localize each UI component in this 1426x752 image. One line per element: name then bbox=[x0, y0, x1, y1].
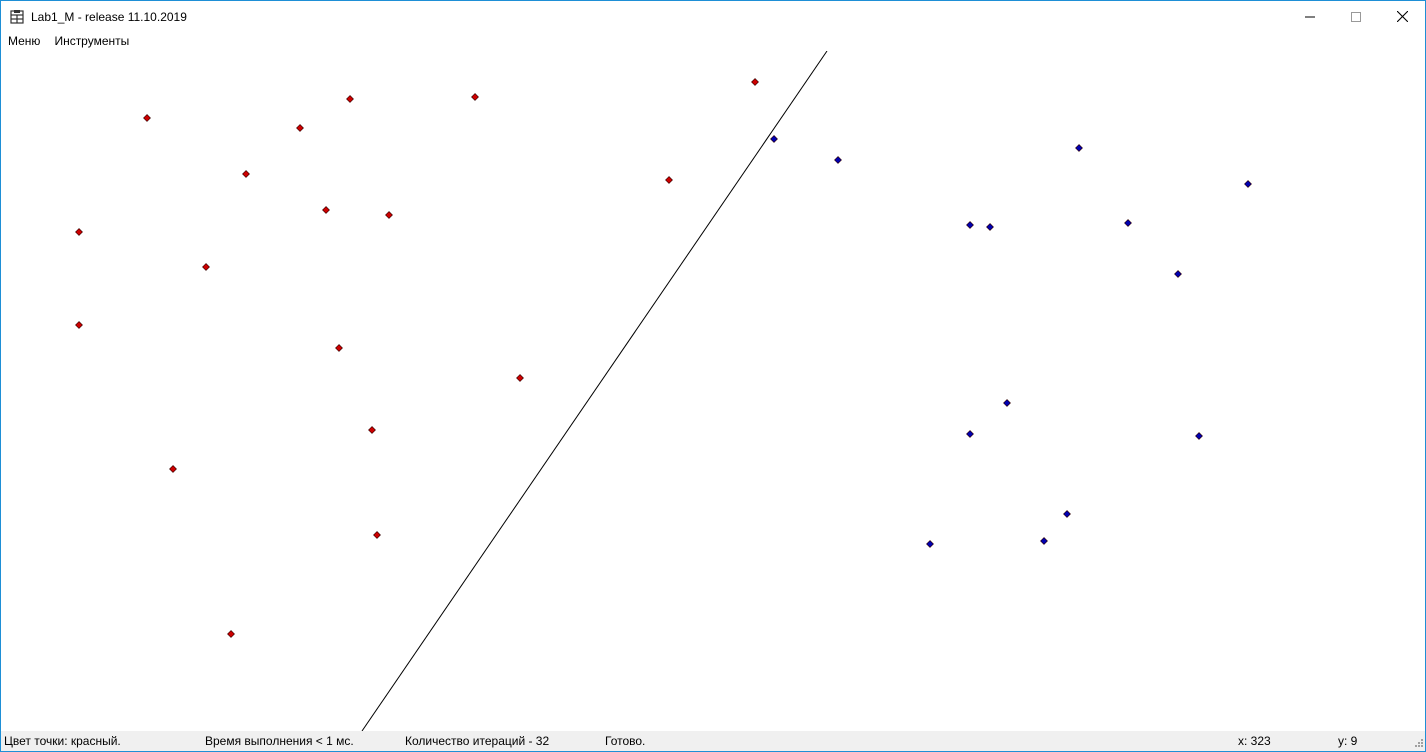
red-point bbox=[297, 125, 304, 132]
red-point bbox=[374, 532, 381, 539]
status-y-coord: y: 9 bbox=[1338, 734, 1357, 748]
blue-point bbox=[1175, 271, 1182, 278]
red-point bbox=[76, 229, 83, 236]
blue-point bbox=[967, 222, 974, 229]
red-point bbox=[752, 79, 759, 86]
separator-line bbox=[362, 51, 827, 731]
blue-point bbox=[987, 224, 994, 231]
red-point bbox=[203, 264, 210, 271]
red-point bbox=[323, 207, 330, 214]
red-point bbox=[76, 322, 83, 329]
menu-bar: Меню Инструменты bbox=[1, 32, 1425, 52]
blue-point bbox=[1125, 220, 1132, 227]
red-point bbox=[472, 94, 479, 101]
blue-point bbox=[927, 541, 934, 548]
blue-point bbox=[1245, 181, 1252, 188]
window-title: Lab1_M - release 11.10.2019 bbox=[31, 10, 187, 24]
red-point bbox=[243, 171, 250, 178]
blue-point bbox=[967, 431, 974, 438]
red-point bbox=[666, 177, 673, 184]
resize-grip-icon[interactable] bbox=[1412, 738, 1424, 750]
blue-point bbox=[1196, 433, 1203, 440]
app-grid-icon[interactable] bbox=[10, 10, 24, 24]
close-icon bbox=[1397, 11, 1408, 22]
close-button[interactable] bbox=[1379, 1, 1425, 32]
drawing-canvas[interactable] bbox=[1, 51, 1425, 731]
red-point bbox=[228, 631, 235, 638]
window-controls bbox=[1287, 1, 1425, 32]
minimize-icon bbox=[1305, 12, 1315, 22]
blue-point bbox=[1076, 145, 1083, 152]
blue-point bbox=[835, 157, 842, 164]
status-exec-time: Время выполнения < 1 мс. bbox=[205, 734, 354, 748]
status-bar: Цвет точки: красный. Время выполнения < … bbox=[1, 731, 1425, 751]
red-point bbox=[517, 375, 524, 382]
blue-point bbox=[1004, 400, 1011, 407]
status-state: Готово. bbox=[605, 734, 645, 748]
maximize-icon bbox=[1351, 12, 1361, 22]
blue-point bbox=[771, 136, 778, 143]
blue-point bbox=[1041, 538, 1048, 545]
red-point bbox=[347, 96, 354, 103]
status-x-coord: x: 323 bbox=[1238, 734, 1271, 748]
points-plot[interactable] bbox=[1, 51, 1425, 731]
red-point bbox=[336, 345, 343, 352]
status-iterations: Количество итераций - 32 bbox=[405, 734, 549, 748]
red-point bbox=[170, 466, 177, 473]
title-bar[interactable]: Lab1_M - release 11.10.2019 bbox=[1, 1, 1425, 32]
menu-item-main[interactable]: Меню bbox=[1, 32, 47, 51]
blue-point bbox=[1064, 511, 1071, 518]
red-point bbox=[369, 427, 376, 434]
status-point-color: Цвет точки: красный. bbox=[4, 734, 121, 748]
red-point bbox=[386, 212, 393, 219]
maximize-button[interactable] bbox=[1333, 1, 1379, 32]
minimize-button[interactable] bbox=[1287, 1, 1333, 32]
red-point bbox=[144, 115, 151, 122]
menu-item-tools[interactable]: Инструменты bbox=[47, 32, 136, 51]
